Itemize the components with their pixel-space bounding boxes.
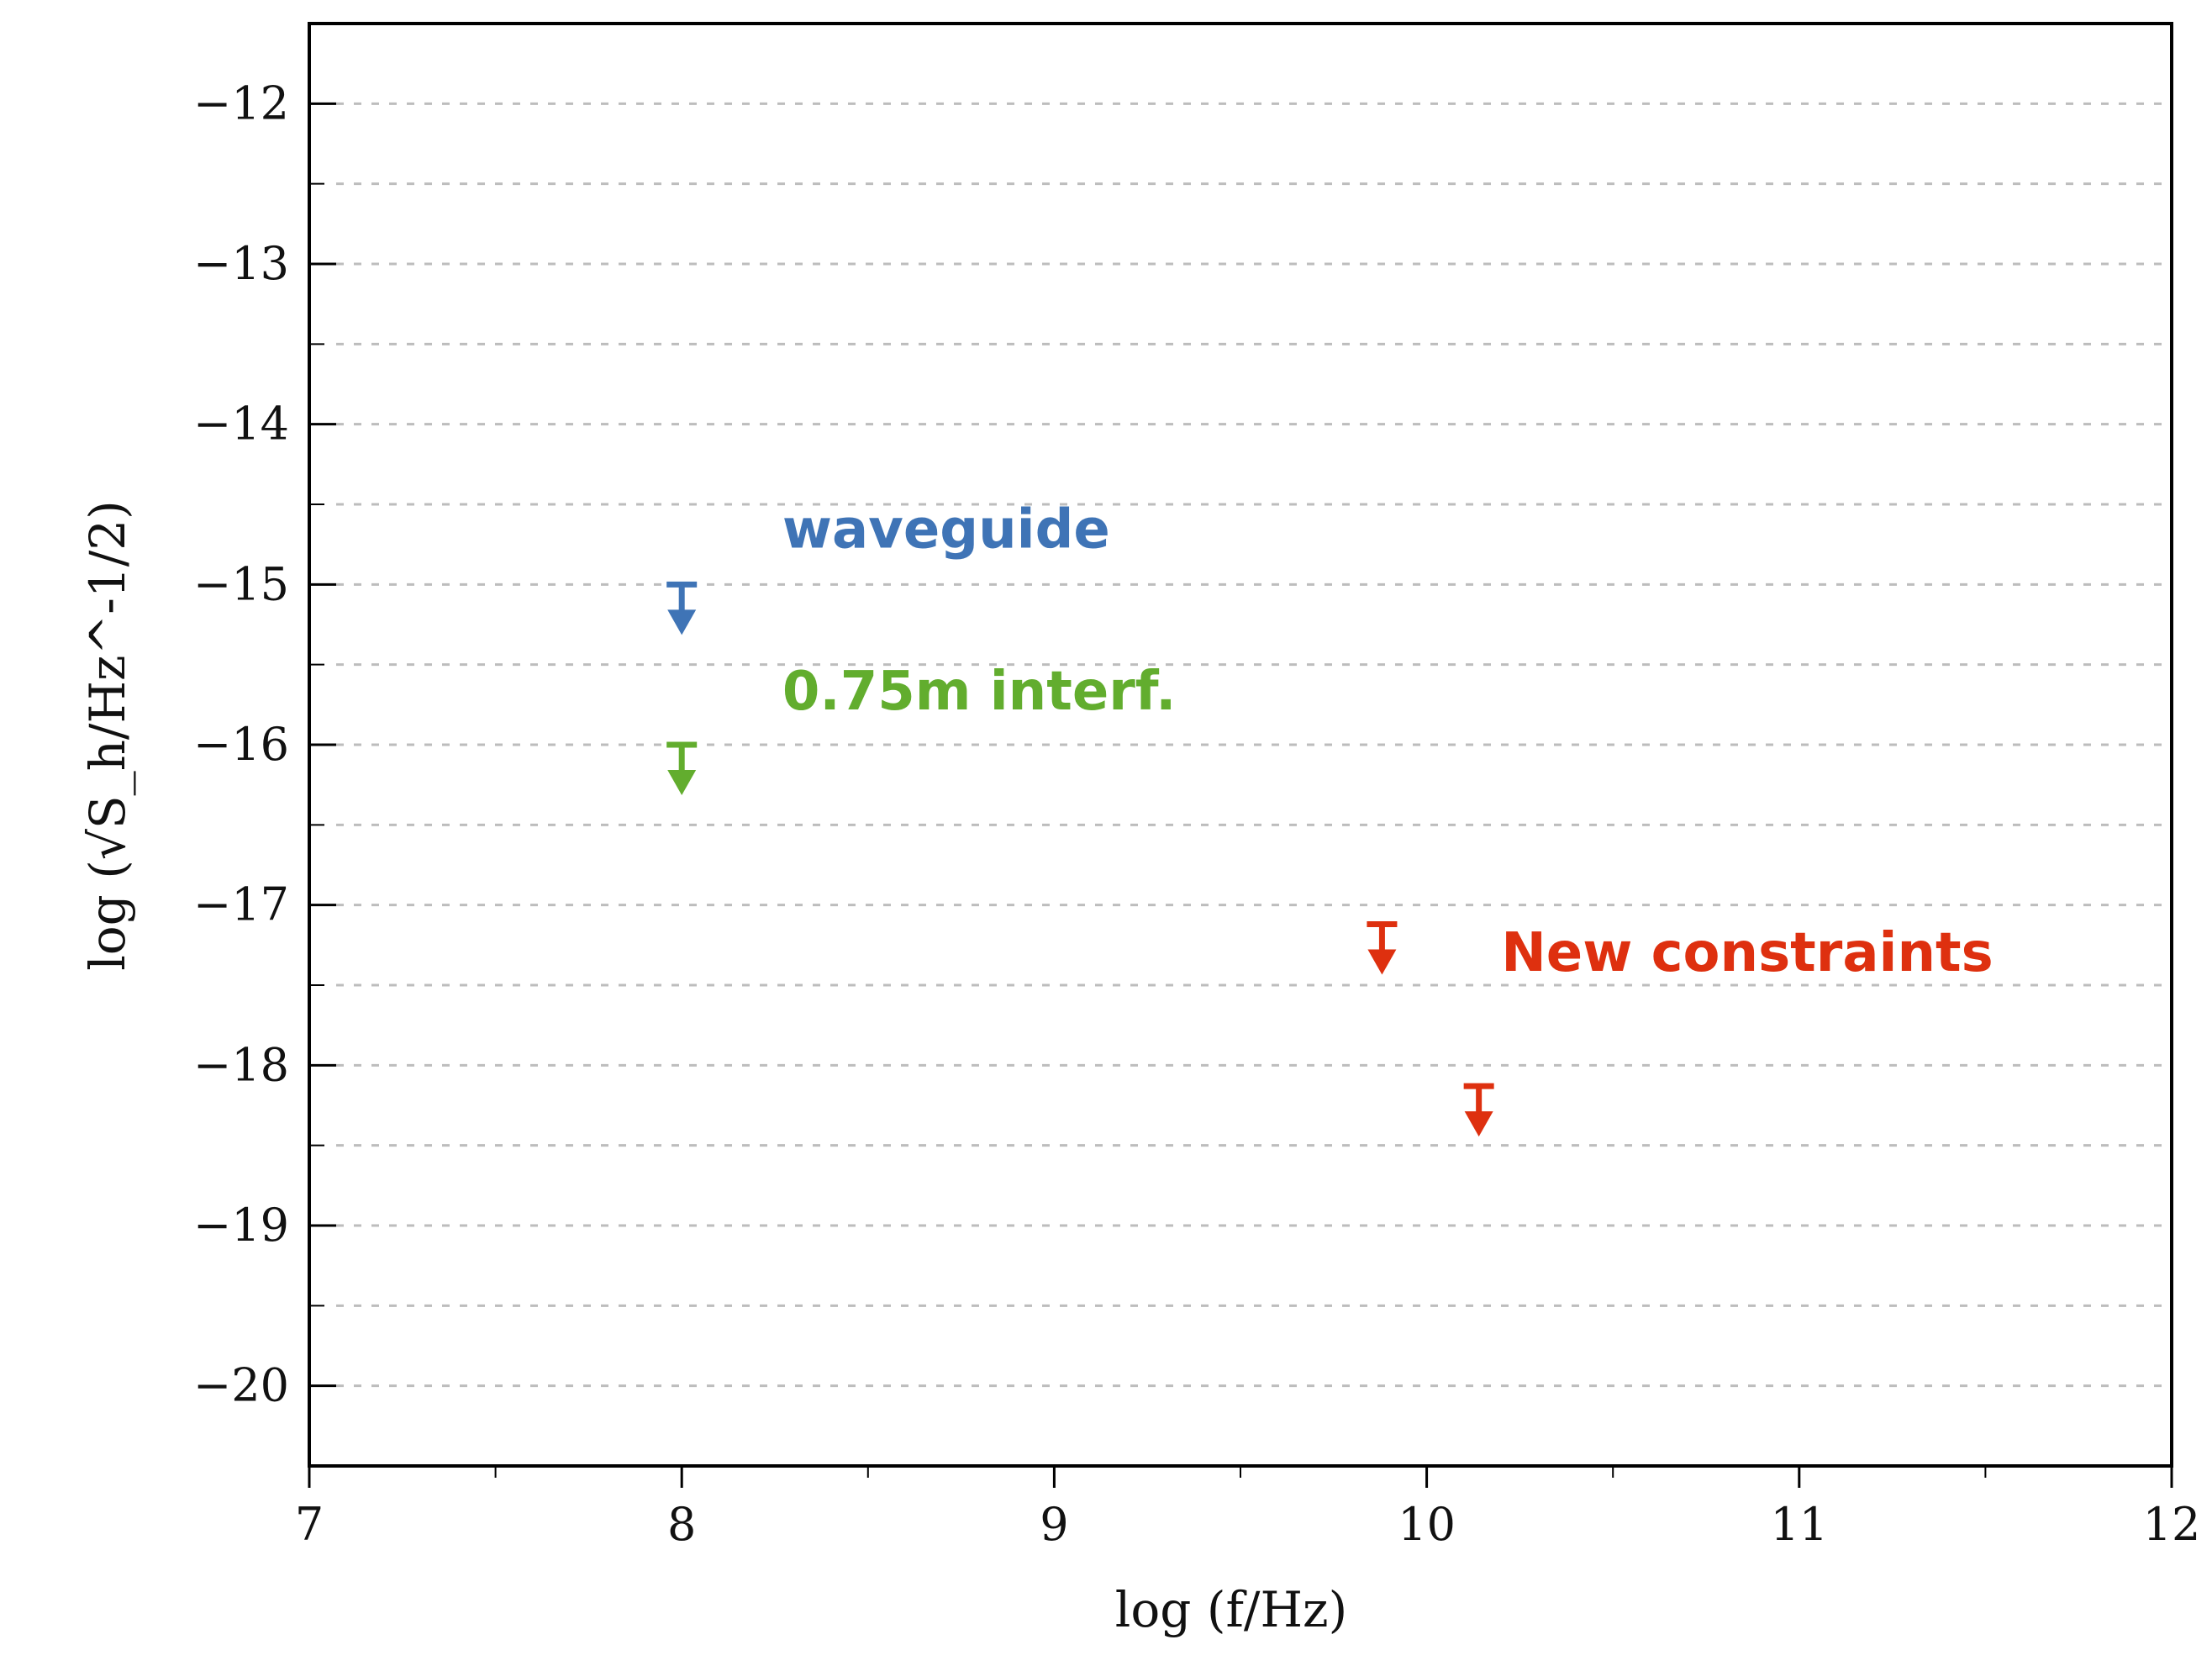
x-tick-label: 9 (1040, 1498, 1068, 1551)
y-tick-label: −16 (193, 718, 289, 771)
x-tick-label: 7 (295, 1498, 324, 1551)
upper-limit-marker-0-0 (666, 581, 698, 635)
y-tick-label: −13 (193, 237, 289, 290)
limit-arrowhead (667, 609, 697, 635)
data-markers (666, 581, 1494, 1137)
x-tick-label: 11 (1770, 1498, 1828, 1551)
series-label-new-constraints: New constraints (1501, 922, 1993, 984)
series-label-waveguide: waveguide (782, 498, 1110, 561)
y-tick-label: −17 (193, 878, 289, 931)
upper-limit-marker-2-1 (1463, 1083, 1494, 1137)
plot-frame (308, 22, 2173, 1468)
limit-arrowhead (1367, 949, 1397, 975)
y-tick-label: −12 (193, 76, 289, 129)
x-axis-title: log (f/Hz) (1115, 1581, 1347, 1638)
x-tick-label: 8 (667, 1498, 696, 1551)
limit-arrowhead (667, 770, 697, 795)
limit-arrowhead (1464, 1111, 1493, 1137)
x-tick-label: 10 (1398, 1498, 1456, 1551)
y-tick-label: −15 (193, 557, 289, 610)
y-tick-label: −18 (193, 1038, 289, 1091)
y-axis-title: log (√S_h/Hz^-1/2) (79, 500, 136, 971)
upper-limit-marker-2-0 (1367, 921, 1398, 975)
x-tick-label: 12 (2143, 1498, 2201, 1551)
tick-labels: −12 −13 −14 −15 −16 −17 −18 −19 −20 7 8 9 10 11 12 (193, 76, 2200, 1551)
y-tick-label: −19 (193, 1199, 289, 1252)
series-label-interferometer: 0.75m interf. (782, 661, 1177, 723)
axis-ticks (308, 102, 2173, 1488)
y-tick-label: −20 (193, 1359, 289, 1412)
upper-limit-marker-1-0 (666, 741, 698, 795)
y-tick-label: −14 (193, 398, 289, 451)
grid-lines (336, 102, 2168, 1388)
